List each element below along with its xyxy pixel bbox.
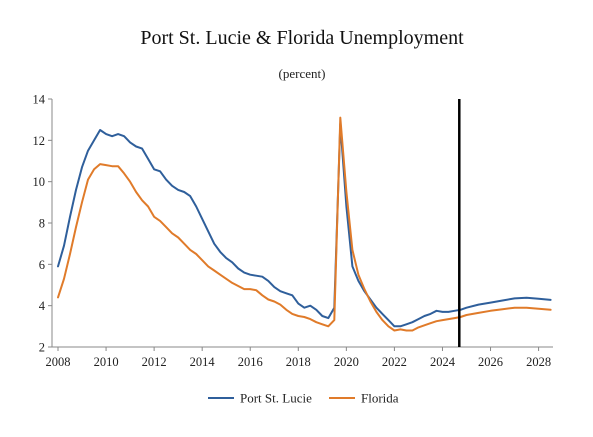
x-tick-label: 2024 [430, 355, 456, 369]
y-axis-ticks: 2 4 6 8 10 12 14 [33, 93, 52, 355]
x-tick-label: 2022 [382, 355, 407, 369]
y-tick-label: 6 [39, 258, 45, 272]
x-tick-label: 2028 [526, 355, 551, 369]
x-axis-ticks: 2008 2010 2012 2014 2016 2018 2020 2022 2024 2026… [46, 347, 551, 369]
x-tick-label: 2020 [334, 355, 359, 369]
y-tick-label: 4 [39, 299, 46, 313]
y-tick-label: 8 [39, 217, 45, 231]
chart-subtitle: (percent) [279, 66, 326, 81]
chart-title: Port St. Lucie & Florida Unemployment [140, 27, 464, 49]
legend-label-port-st-lucie: Port St. Lucie [240, 391, 312, 406]
y-tick-label: 2 [39, 341, 45, 355]
x-tick-label: 2018 [286, 355, 311, 369]
legend-label-florida: Florida [361, 391, 399, 406]
y-tick-label: 10 [33, 175, 46, 189]
y-tick-label: 14 [33, 93, 46, 107]
series-line-florida [57, 116, 552, 332]
x-tick-label: 2014 [190, 355, 216, 369]
x-tick-label: 2012 [142, 355, 167, 369]
x-tick-label: 2010 [94, 355, 119, 369]
y-tick-label: 12 [33, 134, 46, 148]
chart-series [57, 116, 552, 332]
series-line-port-st-lucie [57, 122, 552, 328]
x-tick-label: 2026 [478, 355, 503, 369]
x-tick-label: 2016 [238, 355, 263, 369]
x-tick-label: 2008 [46, 355, 71, 369]
chart-legend: Port St. Lucie Florida [208, 391, 399, 406]
chart-axes [51, 99, 553, 348]
